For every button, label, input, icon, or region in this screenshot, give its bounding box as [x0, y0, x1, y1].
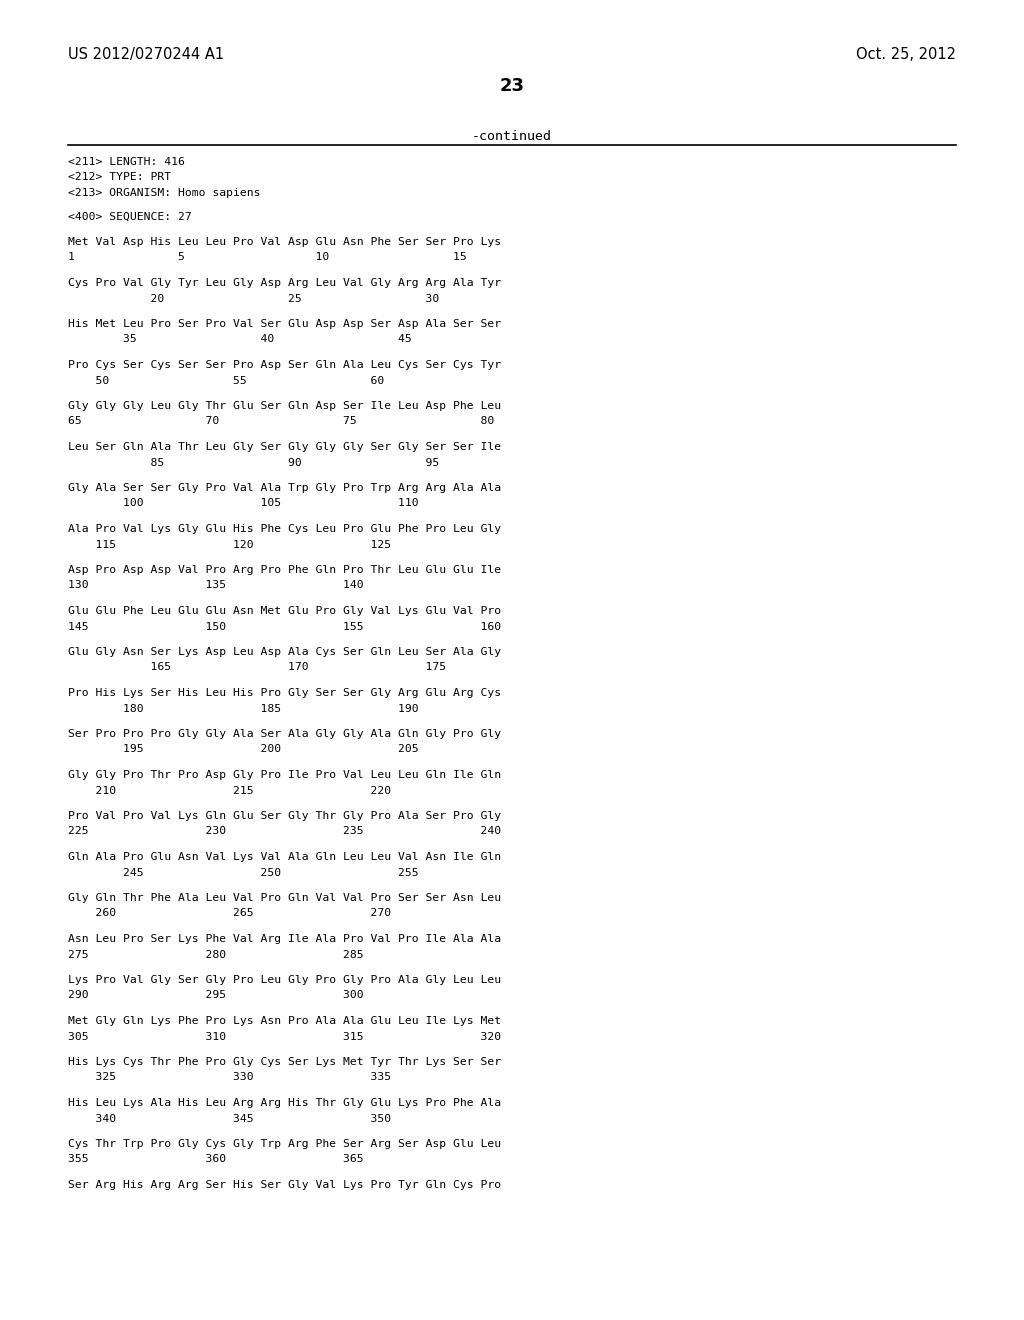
- Text: -continued: -continued: [472, 129, 552, 143]
- Text: Gln Ala Pro Glu Asn Val Lys Val Ala Gln Leu Leu Val Asn Ile Gln: Gln Ala Pro Glu Asn Val Lys Val Ala Gln …: [68, 851, 501, 862]
- Text: 340                 345                 350: 340 345 350: [68, 1114, 391, 1123]
- Text: Cys Pro Val Gly Tyr Leu Gly Asp Arg Leu Val Gly Arg Arg Ala Tyr: Cys Pro Val Gly Tyr Leu Gly Asp Arg Leu …: [68, 279, 501, 288]
- Text: 275                 280                 285: 275 280 285: [68, 949, 364, 960]
- Text: Ala Pro Val Lys Gly Glu His Phe Cys Leu Pro Glu Phe Pro Leu Gly: Ala Pro Val Lys Gly Glu His Phe Cys Leu …: [68, 524, 501, 535]
- Text: <212> TYPE: PRT: <212> TYPE: PRT: [68, 173, 171, 182]
- Text: Gly Gln Thr Phe Ala Leu Val Pro Gln Val Val Pro Ser Ser Asn Leu: Gly Gln Thr Phe Ala Leu Val Pro Gln Val …: [68, 894, 501, 903]
- Text: Glu Gly Asn Ser Lys Asp Leu Asp Ala Cys Ser Gln Leu Ser Ala Gly: Glu Gly Asn Ser Lys Asp Leu Asp Ala Cys …: [68, 647, 501, 657]
- Text: 180                 185                 190: 180 185 190: [68, 704, 419, 714]
- Text: US 2012/0270244 A1: US 2012/0270244 A1: [68, 48, 224, 62]
- Text: Asp Pro Asp Asp Val Pro Arg Pro Phe Gln Pro Thr Leu Glu Glu Ile: Asp Pro Asp Asp Val Pro Arg Pro Phe Gln …: [68, 565, 501, 576]
- Text: Met Val Asp His Leu Leu Pro Val Asp Glu Asn Phe Ser Ser Pro Lys: Met Val Asp His Leu Leu Pro Val Asp Glu …: [68, 238, 501, 247]
- Text: 210                 215                 220: 210 215 220: [68, 785, 391, 796]
- Text: <213> ORGANISM: Homo sapiens: <213> ORGANISM: Homo sapiens: [68, 187, 260, 198]
- Text: Gly Gly Pro Thr Pro Asp Gly Pro Ile Pro Val Leu Leu Gln Ile Gln: Gly Gly Pro Thr Pro Asp Gly Pro Ile Pro …: [68, 770, 501, 780]
- Text: 225                 230                 235                 240: 225 230 235 240: [68, 826, 501, 837]
- Text: 85                  90                  95: 85 90 95: [68, 458, 439, 467]
- Text: Oct. 25, 2012: Oct. 25, 2012: [856, 48, 956, 62]
- Text: Leu Ser Gln Ala Thr Leu Gly Ser Gly Gly Gly Ser Gly Ser Ser Ile: Leu Ser Gln Ala Thr Leu Gly Ser Gly Gly …: [68, 442, 501, 451]
- Text: 245                 250                 255: 245 250 255: [68, 867, 419, 878]
- Text: 23: 23: [500, 77, 524, 95]
- Text: 35                  40                  45: 35 40 45: [68, 334, 412, 345]
- Text: His Met Leu Pro Ser Pro Val Ser Glu Asp Asp Ser Asp Ala Ser Ser: His Met Leu Pro Ser Pro Val Ser Glu Asp …: [68, 319, 501, 329]
- Text: Pro Cys Ser Cys Ser Ser Pro Asp Ser Gln Ala Leu Cys Ser Cys Tyr: Pro Cys Ser Cys Ser Ser Pro Asp Ser Gln …: [68, 360, 501, 370]
- Text: Lys Pro Val Gly Ser Gly Pro Leu Gly Pro Gly Pro Ala Gly Leu Leu: Lys Pro Val Gly Ser Gly Pro Leu Gly Pro …: [68, 975, 501, 985]
- Text: Gly Gly Gly Leu Gly Thr Glu Ser Gln Asp Ser Ile Leu Asp Phe Leu: Gly Gly Gly Leu Gly Thr Glu Ser Gln Asp …: [68, 401, 501, 411]
- Text: 355                 360                 365: 355 360 365: [68, 1155, 364, 1164]
- Text: Cys Thr Trp Pro Gly Cys Gly Trp Arg Phe Ser Arg Ser Asp Glu Leu: Cys Thr Trp Pro Gly Cys Gly Trp Arg Phe …: [68, 1139, 501, 1148]
- Text: 100                 105                 110: 100 105 110: [68, 499, 419, 508]
- Text: 50                  55                  60: 50 55 60: [68, 375, 384, 385]
- Text: Asn Leu Pro Ser Lys Phe Val Arg Ile Ala Pro Val Pro Ile Ala Ala: Asn Leu Pro Ser Lys Phe Val Arg Ile Ala …: [68, 935, 501, 944]
- Text: 1               5                   10                  15: 1 5 10 15: [68, 252, 467, 263]
- Text: 305                 310                 315                 320: 305 310 315 320: [68, 1031, 501, 1041]
- Text: His Lys Cys Thr Phe Pro Gly Cys Ser Lys Met Tyr Thr Lys Ser Ser: His Lys Cys Thr Phe Pro Gly Cys Ser Lys …: [68, 1057, 501, 1067]
- Text: 20                  25                  30: 20 25 30: [68, 293, 439, 304]
- Text: His Leu Lys Ala His Leu Arg Arg His Thr Gly Glu Lys Pro Phe Ala: His Leu Lys Ala His Leu Arg Arg His Thr …: [68, 1098, 501, 1107]
- Text: Ser Arg His Arg Arg Ser His Ser Gly Val Lys Pro Tyr Gln Cys Pro: Ser Arg His Arg Arg Ser His Ser Gly Val …: [68, 1180, 501, 1191]
- Text: 165                 170                 175: 165 170 175: [68, 663, 446, 672]
- Text: <400> SEQUENCE: 27: <400> SEQUENCE: 27: [68, 211, 191, 222]
- Text: Glu Glu Phe Leu Glu Glu Asn Met Glu Pro Gly Val Lys Glu Val Pro: Glu Glu Phe Leu Glu Glu Asn Met Glu Pro …: [68, 606, 501, 616]
- Text: 195                 200                 205: 195 200 205: [68, 744, 419, 755]
- Text: 290                 295                 300: 290 295 300: [68, 990, 364, 1001]
- Text: 145                 150                 155                 160: 145 150 155 160: [68, 622, 501, 631]
- Text: <211> LENGTH: 416: <211> LENGTH: 416: [68, 157, 185, 168]
- Text: 130                 135                 140: 130 135 140: [68, 581, 364, 590]
- Text: Ser Pro Pro Pro Gly Gly Ala Ser Ala Gly Gly Ala Gln Gly Pro Gly: Ser Pro Pro Pro Gly Gly Ala Ser Ala Gly …: [68, 729, 501, 739]
- Text: Gly Ala Ser Ser Gly Pro Val Ala Trp Gly Pro Trp Arg Arg Ala Ala: Gly Ala Ser Ser Gly Pro Val Ala Trp Gly …: [68, 483, 501, 492]
- Text: Pro His Lys Ser His Leu His Pro Gly Ser Ser Gly Arg Glu Arg Cys: Pro His Lys Ser His Leu His Pro Gly Ser …: [68, 688, 501, 698]
- Text: 260                 265                 270: 260 265 270: [68, 908, 391, 919]
- Text: 115                 120                 125: 115 120 125: [68, 540, 391, 549]
- Text: 65                  70                  75                  80: 65 70 75 80: [68, 417, 495, 426]
- Text: Met Gly Gln Lys Phe Pro Lys Asn Pro Ala Ala Glu Leu Ile Lys Met: Met Gly Gln Lys Phe Pro Lys Asn Pro Ala …: [68, 1016, 501, 1026]
- Text: 325                 330                 335: 325 330 335: [68, 1072, 391, 1082]
- Text: Pro Val Pro Val Lys Gln Glu Ser Gly Thr Gly Pro Ala Ser Pro Gly: Pro Val Pro Val Lys Gln Glu Ser Gly Thr …: [68, 810, 501, 821]
